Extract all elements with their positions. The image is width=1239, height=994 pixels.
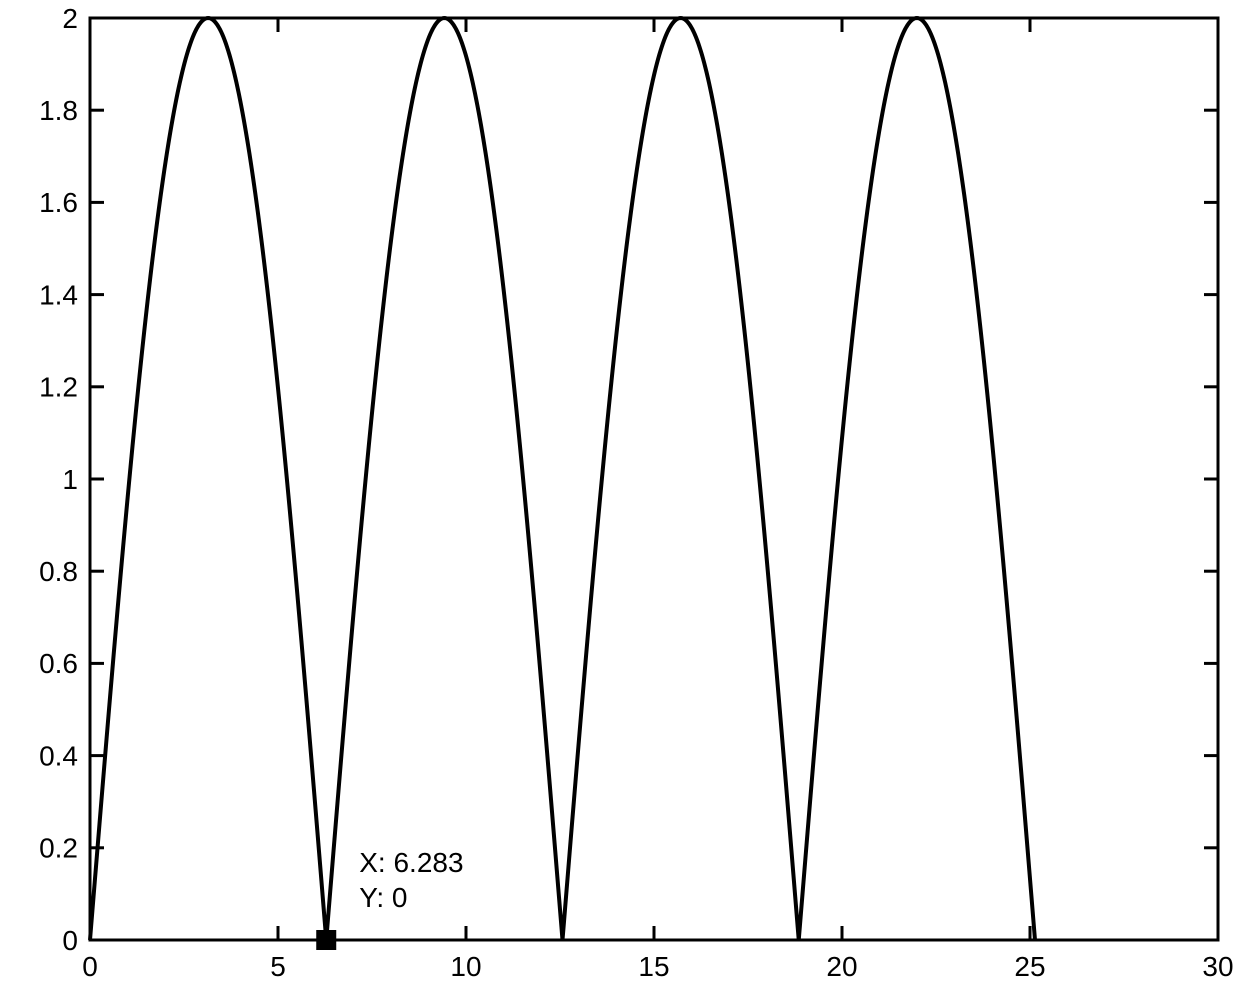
y-tick-label: 0.2: [39, 833, 78, 864]
datatip-box: X: 6.283 Y: 0: [354, 842, 468, 918]
x-tick-label: 10: [450, 951, 481, 982]
y-tick-label: 0.6: [39, 648, 78, 679]
x-tick-label: 15: [638, 951, 669, 982]
datatip-marker[interactable]: [316, 930, 336, 950]
y-tick-label: 0: [62, 925, 78, 956]
y-tick-label: 1: [62, 464, 78, 495]
y-tick-label: 1.4: [39, 279, 78, 310]
x-tick-label: 5: [270, 951, 286, 982]
y-tick-label: 1.2: [39, 372, 78, 403]
x-tick-label: 25: [1014, 951, 1045, 982]
y-tick-label: 2: [62, 3, 78, 34]
y-tick-label: 0.4: [39, 740, 78, 771]
x-tick-label: 20: [826, 951, 857, 982]
y-tick-label: 1.6: [39, 187, 78, 218]
y-tick-label: 1.8: [39, 95, 78, 126]
line-chart: 05101520253000.20.40.60.811.21.41.61.82 …: [0, 0, 1239, 994]
datatip-x-label: X: 6.283: [359, 845, 463, 880]
x-tick-label: 30: [1202, 951, 1233, 982]
x-tick-label: 0: [82, 951, 98, 982]
datatip-y-label: Y: 0: [359, 880, 463, 915]
y-tick-label: 0.8: [39, 556, 78, 587]
chart-svg: 0 5 10 15 20 25 30 0 0.2 0.4 0.6 0.8 1 1.2 1.4 1.6 1.8 2: [0, 0, 1239, 994]
